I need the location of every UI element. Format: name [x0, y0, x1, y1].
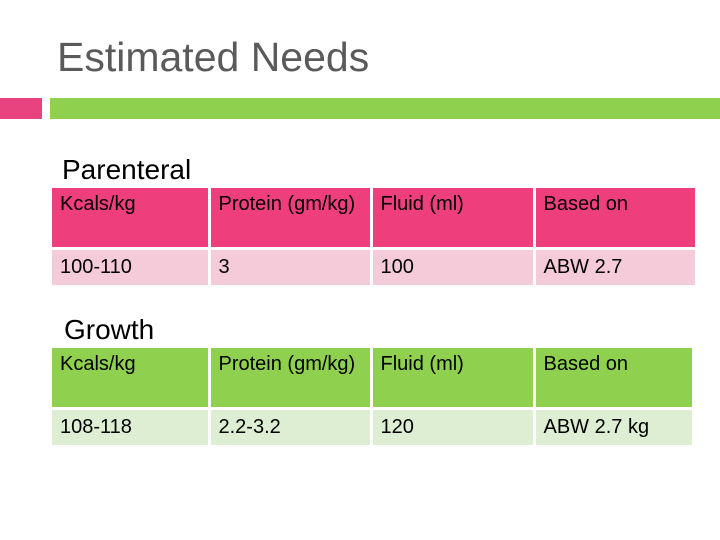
header-fluid: Fluid (ml) — [369, 348, 534, 409]
header-protein: Protein (gm/kg) — [207, 188, 371, 249]
accent-bar-green — [50, 98, 720, 119]
cell-kcals: 100-110 — [52, 247, 209, 285]
accent-bar-pink — [0, 98, 42, 119]
cell-based-on: ABW 2.7 — [532, 247, 695, 285]
table-header-row: Kcals/kg Protein (gm/kg) Fluid (ml) Base… — [52, 188, 695, 249]
section-heading-growth: Growth — [64, 314, 155, 345]
parenteral-table: Kcals/kg Protein (gm/kg) Fluid (ml) Base… — [52, 188, 695, 285]
header-fluid: Fluid (ml) — [369, 188, 534, 249]
header-protein: Protein (gm/kg) — [207, 348, 371, 409]
cell-protein: 3 — [207, 247, 371, 285]
header-kcals: Kcals/kg — [52, 348, 209, 409]
header-based-on: Based on — [532, 188, 695, 249]
cell-protein: 2.2-3.2 — [207, 407, 371, 445]
table-row: 100-110 3 100 ABW 2.7 — [52, 247, 695, 285]
cell-fluid: 120 — [369, 407, 534, 445]
header-kcals: Kcals/kg — [52, 188, 209, 249]
cell-based-on: ABW 2.7 kg — [532, 407, 692, 445]
header-based-on: Based on — [532, 348, 692, 409]
section-heading-parenteral: Parenteral — [62, 154, 192, 185]
table-header-row: Kcals/kg Protein (gm/kg) Fluid (ml) Base… — [52, 348, 692, 409]
growth-table: Kcals/kg Protein (gm/kg) Fluid (ml) Base… — [52, 348, 692, 445]
slide-title: Estimated Needs — [57, 34, 370, 80]
table-row: 108-118 2.2-3.2 120 ABW 2.7 kg — [52, 407, 692, 445]
cell-kcals: 108-118 — [52, 407, 209, 445]
cell-fluid: 100 — [369, 247, 534, 285]
